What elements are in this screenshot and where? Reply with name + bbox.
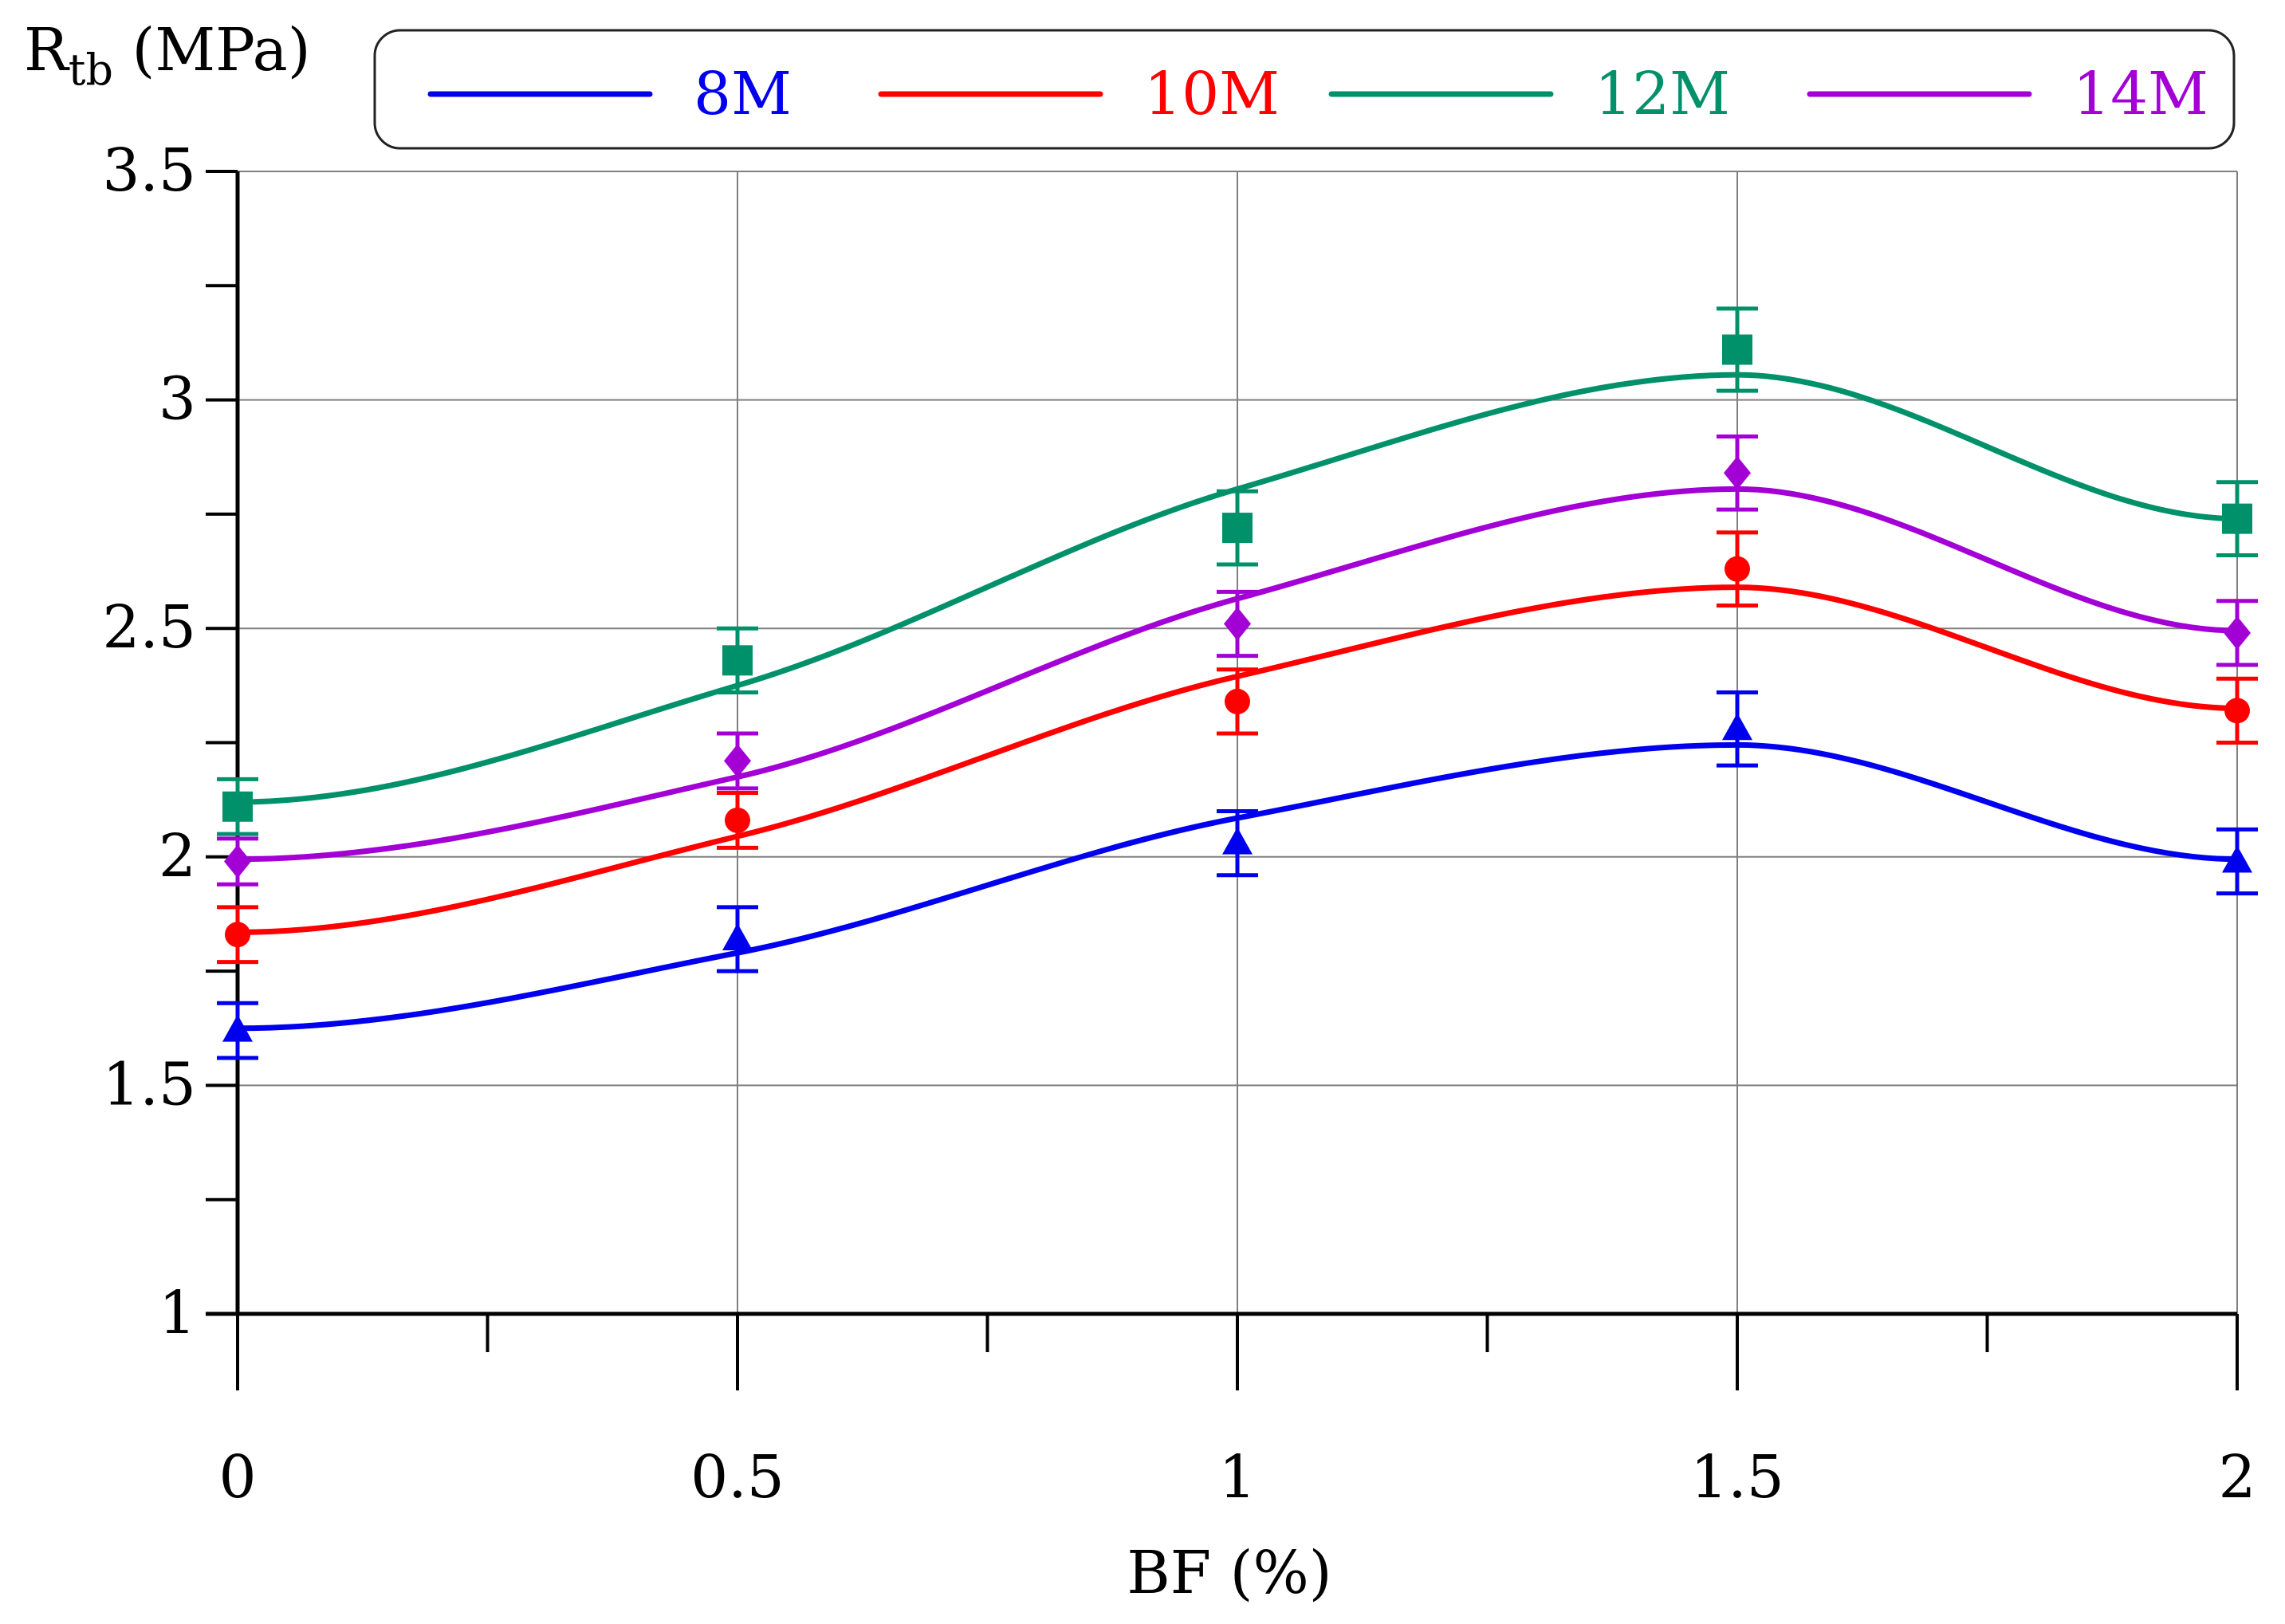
x-axis-title: BF (%) xyxy=(1127,1539,1331,1607)
legend: 8M 10M 12M 14M xyxy=(373,29,2236,150)
data-point-diamond xyxy=(224,844,251,879)
legend-items: 8M 10M 12M 14M xyxy=(427,60,2208,128)
legend-label: 14M xyxy=(2073,60,2208,128)
legend-label: 12M xyxy=(1595,60,1730,128)
y-tick-label: 2.5 xyxy=(102,593,196,662)
data-point-square xyxy=(1722,334,1752,365)
data-point-diamond xyxy=(724,744,751,778)
legend-label: 10M xyxy=(1144,60,1280,128)
legend-box xyxy=(373,29,2236,150)
series-layer xyxy=(217,306,2258,1060)
x-tick-label: 0 xyxy=(218,1443,256,1512)
legend-item-14M: 14M xyxy=(1807,60,2208,128)
x-tick-label: 1 xyxy=(1218,1443,1256,1512)
y-axis-title-main: R xyxy=(24,16,70,85)
data-point-circle xyxy=(1725,556,1750,582)
data-point-triangle xyxy=(1722,713,1752,741)
data-point-diamond xyxy=(1224,607,1251,641)
data-point-triangle xyxy=(222,1014,253,1042)
x-tick-label: 1.5 xyxy=(1690,1443,1784,1512)
legend-label: 8M xyxy=(694,60,792,128)
y-axis-title-sub: tb xyxy=(69,45,113,95)
data-point-circle xyxy=(2224,698,2250,724)
series-12M xyxy=(217,306,2258,836)
data-point-diamond xyxy=(1724,456,1751,490)
y-tick-label: 3 xyxy=(159,365,196,434)
legend-item-10M: 10M xyxy=(878,60,1280,128)
y-tick-label: 1 xyxy=(159,1279,196,1347)
data-point-triangle xyxy=(722,922,753,950)
data-point-square xyxy=(1222,513,1253,544)
legend-item-8M: 8M xyxy=(427,60,792,128)
y-tick-label: 1.5 xyxy=(102,1050,196,1119)
legend-item-12M: 12M xyxy=(1328,60,1730,128)
axes xyxy=(206,171,2237,1316)
series-8M xyxy=(217,690,2258,1060)
y-tick-label: 3.5 xyxy=(102,136,196,205)
data-point-square xyxy=(222,791,253,822)
y-tick-label: 2 xyxy=(159,822,196,891)
grid xyxy=(238,171,2238,1314)
data-point-square xyxy=(722,645,753,676)
x-tick-label: 0.5 xyxy=(690,1443,785,1512)
series-10M xyxy=(217,530,2258,965)
tick-labels: 1 1.5 2 2.5 3 3.5 0 0.5 1 1.5 2 xyxy=(102,136,2256,1512)
data-point-circle xyxy=(225,922,250,948)
x-tick-label: 2 xyxy=(2218,1443,2256,1512)
y-axis-title-unit: (MPa) xyxy=(113,16,311,85)
series-14M xyxy=(217,434,2258,887)
data-point-circle xyxy=(725,807,750,833)
data-point-diamond xyxy=(2224,615,2251,650)
trend-curve-12M xyxy=(237,372,2238,805)
data-point-triangle xyxy=(1222,827,1253,855)
data-point-circle xyxy=(1225,688,1250,714)
data-point-square xyxy=(2222,503,2252,534)
y-axis-title: Rtb (MPa) xyxy=(24,16,311,95)
data-point-triangle xyxy=(2222,845,2252,873)
